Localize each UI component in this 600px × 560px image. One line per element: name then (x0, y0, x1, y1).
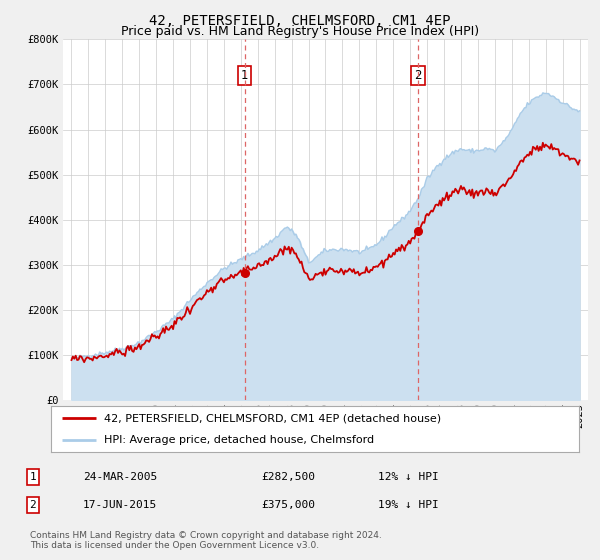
Text: £375,000: £375,000 (261, 500, 315, 510)
Text: 19% ↓ HPI: 19% ↓ HPI (377, 500, 439, 510)
Text: Price paid vs. HM Land Registry's House Price Index (HPI): Price paid vs. HM Land Registry's House … (121, 25, 479, 38)
Text: 42, PETERSFIELD, CHELMSFORD, CM1 4EP (detached house): 42, PETERSFIELD, CHELMSFORD, CM1 4EP (de… (104, 413, 441, 423)
Text: 42, PETERSFIELD, CHELMSFORD, CM1 4EP: 42, PETERSFIELD, CHELMSFORD, CM1 4EP (149, 14, 451, 28)
Text: 12% ↓ HPI: 12% ↓ HPI (377, 472, 439, 482)
Text: 2: 2 (414, 69, 422, 82)
Text: This data is licensed under the Open Government Licence v3.0.: This data is licensed under the Open Gov… (30, 541, 319, 550)
Text: 1: 1 (29, 472, 37, 482)
Text: Contains HM Land Registry data © Crown copyright and database right 2024.: Contains HM Land Registry data © Crown c… (30, 531, 382, 540)
Text: £282,500: £282,500 (261, 472, 315, 482)
Text: 24-MAR-2005: 24-MAR-2005 (83, 472, 157, 482)
Text: 17-JUN-2015: 17-JUN-2015 (83, 500, 157, 510)
Text: HPI: Average price, detached house, Chelmsford: HPI: Average price, detached house, Chel… (104, 435, 374, 445)
Text: 2: 2 (29, 500, 37, 510)
Text: 1: 1 (241, 69, 248, 82)
